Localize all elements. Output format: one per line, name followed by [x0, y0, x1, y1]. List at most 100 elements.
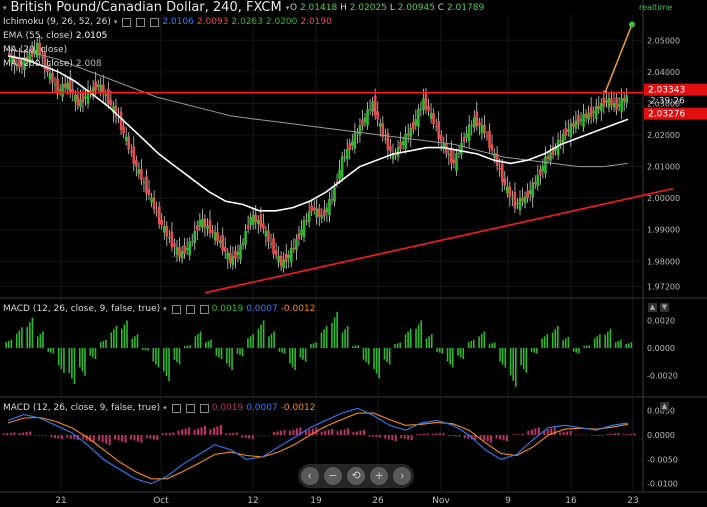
macd1-histogram-bar	[325, 325, 328, 348]
chevron-down-icon[interactable]: ▾	[163, 305, 167, 313]
macd2-histogram-bar	[463, 435, 466, 438]
macd1-histogram-bar	[483, 331, 486, 348]
y-tick-label: 2.00000	[647, 194, 680, 203]
candle-body	[33, 49, 36, 53]
macd2-histogram-bar	[129, 435, 132, 440]
macd1-histogram-bar	[564, 338, 567, 348]
chevron-down-icon[interactable]: ▾	[113, 18, 118, 26]
ichimoku-label: Ichimoku (9, 26, 52, 26)	[3, 17, 111, 27]
settings-icon[interactable]	[185, 304, 195, 314]
macd2-legend[interactable]: MACD (12, 26, close, 9, false, true) ▾ 0…	[3, 403, 316, 413]
macd1-y-tick: 0.0000	[647, 344, 675, 353]
chevron-down-icon[interactable]: ▾	[3, 3, 7, 12]
macd1-histogram-bar	[123, 324, 126, 348]
macd2-histogram-bar	[490, 435, 493, 443]
macd2-histogram-bar	[606, 433, 609, 436]
candle-body	[409, 127, 413, 138]
macd1-histogram-bar	[15, 333, 18, 348]
macd2-histogram-bar	[442, 432, 445, 436]
macd2-histogram-bar	[511, 434, 514, 436]
ma200-legend[interactable]: MA (200, close) 2.008	[3, 59, 102, 69]
current-price-tag-bg	[644, 107, 707, 120]
pane-up-icon[interactable]: ▲	[660, 402, 669, 411]
ema-label: EMA (55, close)	[3, 31, 73, 41]
eye-icon[interactable]	[171, 403, 181, 413]
pane-up-icon[interactable]: ▲	[648, 303, 657, 312]
macd2-histogram-bar	[136, 435, 139, 442]
macd1-legend[interactable]: MACD (12, 26, close, 9, false, true) ▾ 0…	[3, 304, 316, 314]
candle-body	[381, 123, 385, 137]
close-icon[interactable]	[199, 304, 209, 314]
candle-body	[135, 160, 138, 167]
macd2-histogram-bar	[188, 427, 191, 436]
macd1-histogram-bar	[478, 336, 480, 348]
eye-icon[interactable]	[122, 17, 132, 27]
y-tick-label: 2.05000	[647, 36, 680, 45]
macd2-histogram-bar	[499, 435, 502, 440]
macd2-histogram-bar	[626, 433, 629, 436]
ichimoku-legend[interactable]: Ichimoku (9, 26, 52, 26) ▾ 2.0106 2.0093…	[3, 17, 332, 27]
close-icon[interactable]	[199, 403, 209, 413]
candle-body	[373, 95, 377, 116]
macd2-y-tick: 0.0050	[647, 407, 675, 416]
macd2-histogram-bar	[622, 434, 625, 436]
macd1-histogram-bar	[604, 334, 606, 348]
candle-body	[282, 259, 285, 269]
scroll-right-button[interactable]: ›	[393, 467, 412, 485]
reset-button[interactable]: ⟲	[346, 467, 365, 485]
candle-body	[264, 230, 268, 237]
candle-body	[307, 211, 311, 223]
macd1-histogram-bar	[110, 332, 113, 348]
pane-down-icon[interactable]: ▼	[660, 303, 669, 312]
ma20-legend[interactable]: MA (20, close)	[3, 45, 67, 55]
chevron-down-icon[interactable]: ▾	[285, 3, 290, 12]
scroll-left-button[interactable]: ‹	[300, 467, 319, 485]
candle-body	[10, 55, 14, 64]
candle-body	[193, 230, 197, 243]
macd2-histogram-bar	[311, 428, 314, 436]
candle-body	[429, 113, 433, 119]
candle-body	[325, 207, 329, 213]
macd2-histogram-bar	[559, 432, 562, 436]
macd2-histogram-bar	[117, 435, 120, 441]
macd2-histogram-bar	[419, 433, 422, 436]
macd2-histogram-bar	[66, 435, 69, 438]
macd1-histogram-bar	[241, 348, 244, 357]
macd2-histogram-bar	[299, 427, 302, 436]
candle-body	[617, 104, 621, 107]
zoom-out-button[interactable]: −	[323, 467, 342, 485]
candle-body	[584, 113, 588, 118]
macd2-histogram-bar	[156, 435, 159, 441]
macd2-histogram-bar	[438, 433, 441, 436]
macd1-histogram-bar	[115, 325, 118, 348]
ema-legend[interactable]: EMA (55, close) 2.0105	[3, 31, 108, 41]
candle-body	[587, 112, 590, 120]
settings-icon[interactable]	[136, 17, 146, 27]
macd1-histogram-bar	[512, 348, 515, 381]
macd1-histogram-bar	[194, 336, 197, 348]
macd2-histogram-bar	[304, 430, 307, 436]
candle-body	[23, 56, 26, 70]
macd1-histogram-bar	[320, 332, 323, 348]
candle-body	[506, 186, 509, 194]
macd2-histogram-bar	[295, 428, 298, 436]
macd1-histogram-bar	[388, 348, 391, 365]
macd2-histogram-bar	[543, 430, 546, 436]
macd1-histogram-bar	[438, 348, 441, 353]
candle-body	[277, 255, 280, 263]
chevron-down-icon[interactable]: ▾	[163, 404, 167, 412]
candle-body	[518, 197, 522, 211]
macd2-label: MACD (12, 26, close, 9, false, true)	[3, 403, 161, 413]
candle-body	[244, 230, 247, 245]
settings-icon[interactable]	[185, 403, 195, 413]
macd2-histogram-bar	[2, 433, 5, 436]
macd1-histogram-bar	[331, 322, 333, 348]
candle-body	[561, 133, 565, 144]
macd1-histogram-bar	[262, 320, 265, 348]
eye-icon[interactable]	[171, 304, 181, 314]
candle-body	[7, 52, 11, 57]
close-icon[interactable]	[150, 17, 160, 27]
zoom-in-button[interactable]: +	[370, 467, 389, 485]
macd1-y-tick: -0.0020	[647, 372, 678, 381]
